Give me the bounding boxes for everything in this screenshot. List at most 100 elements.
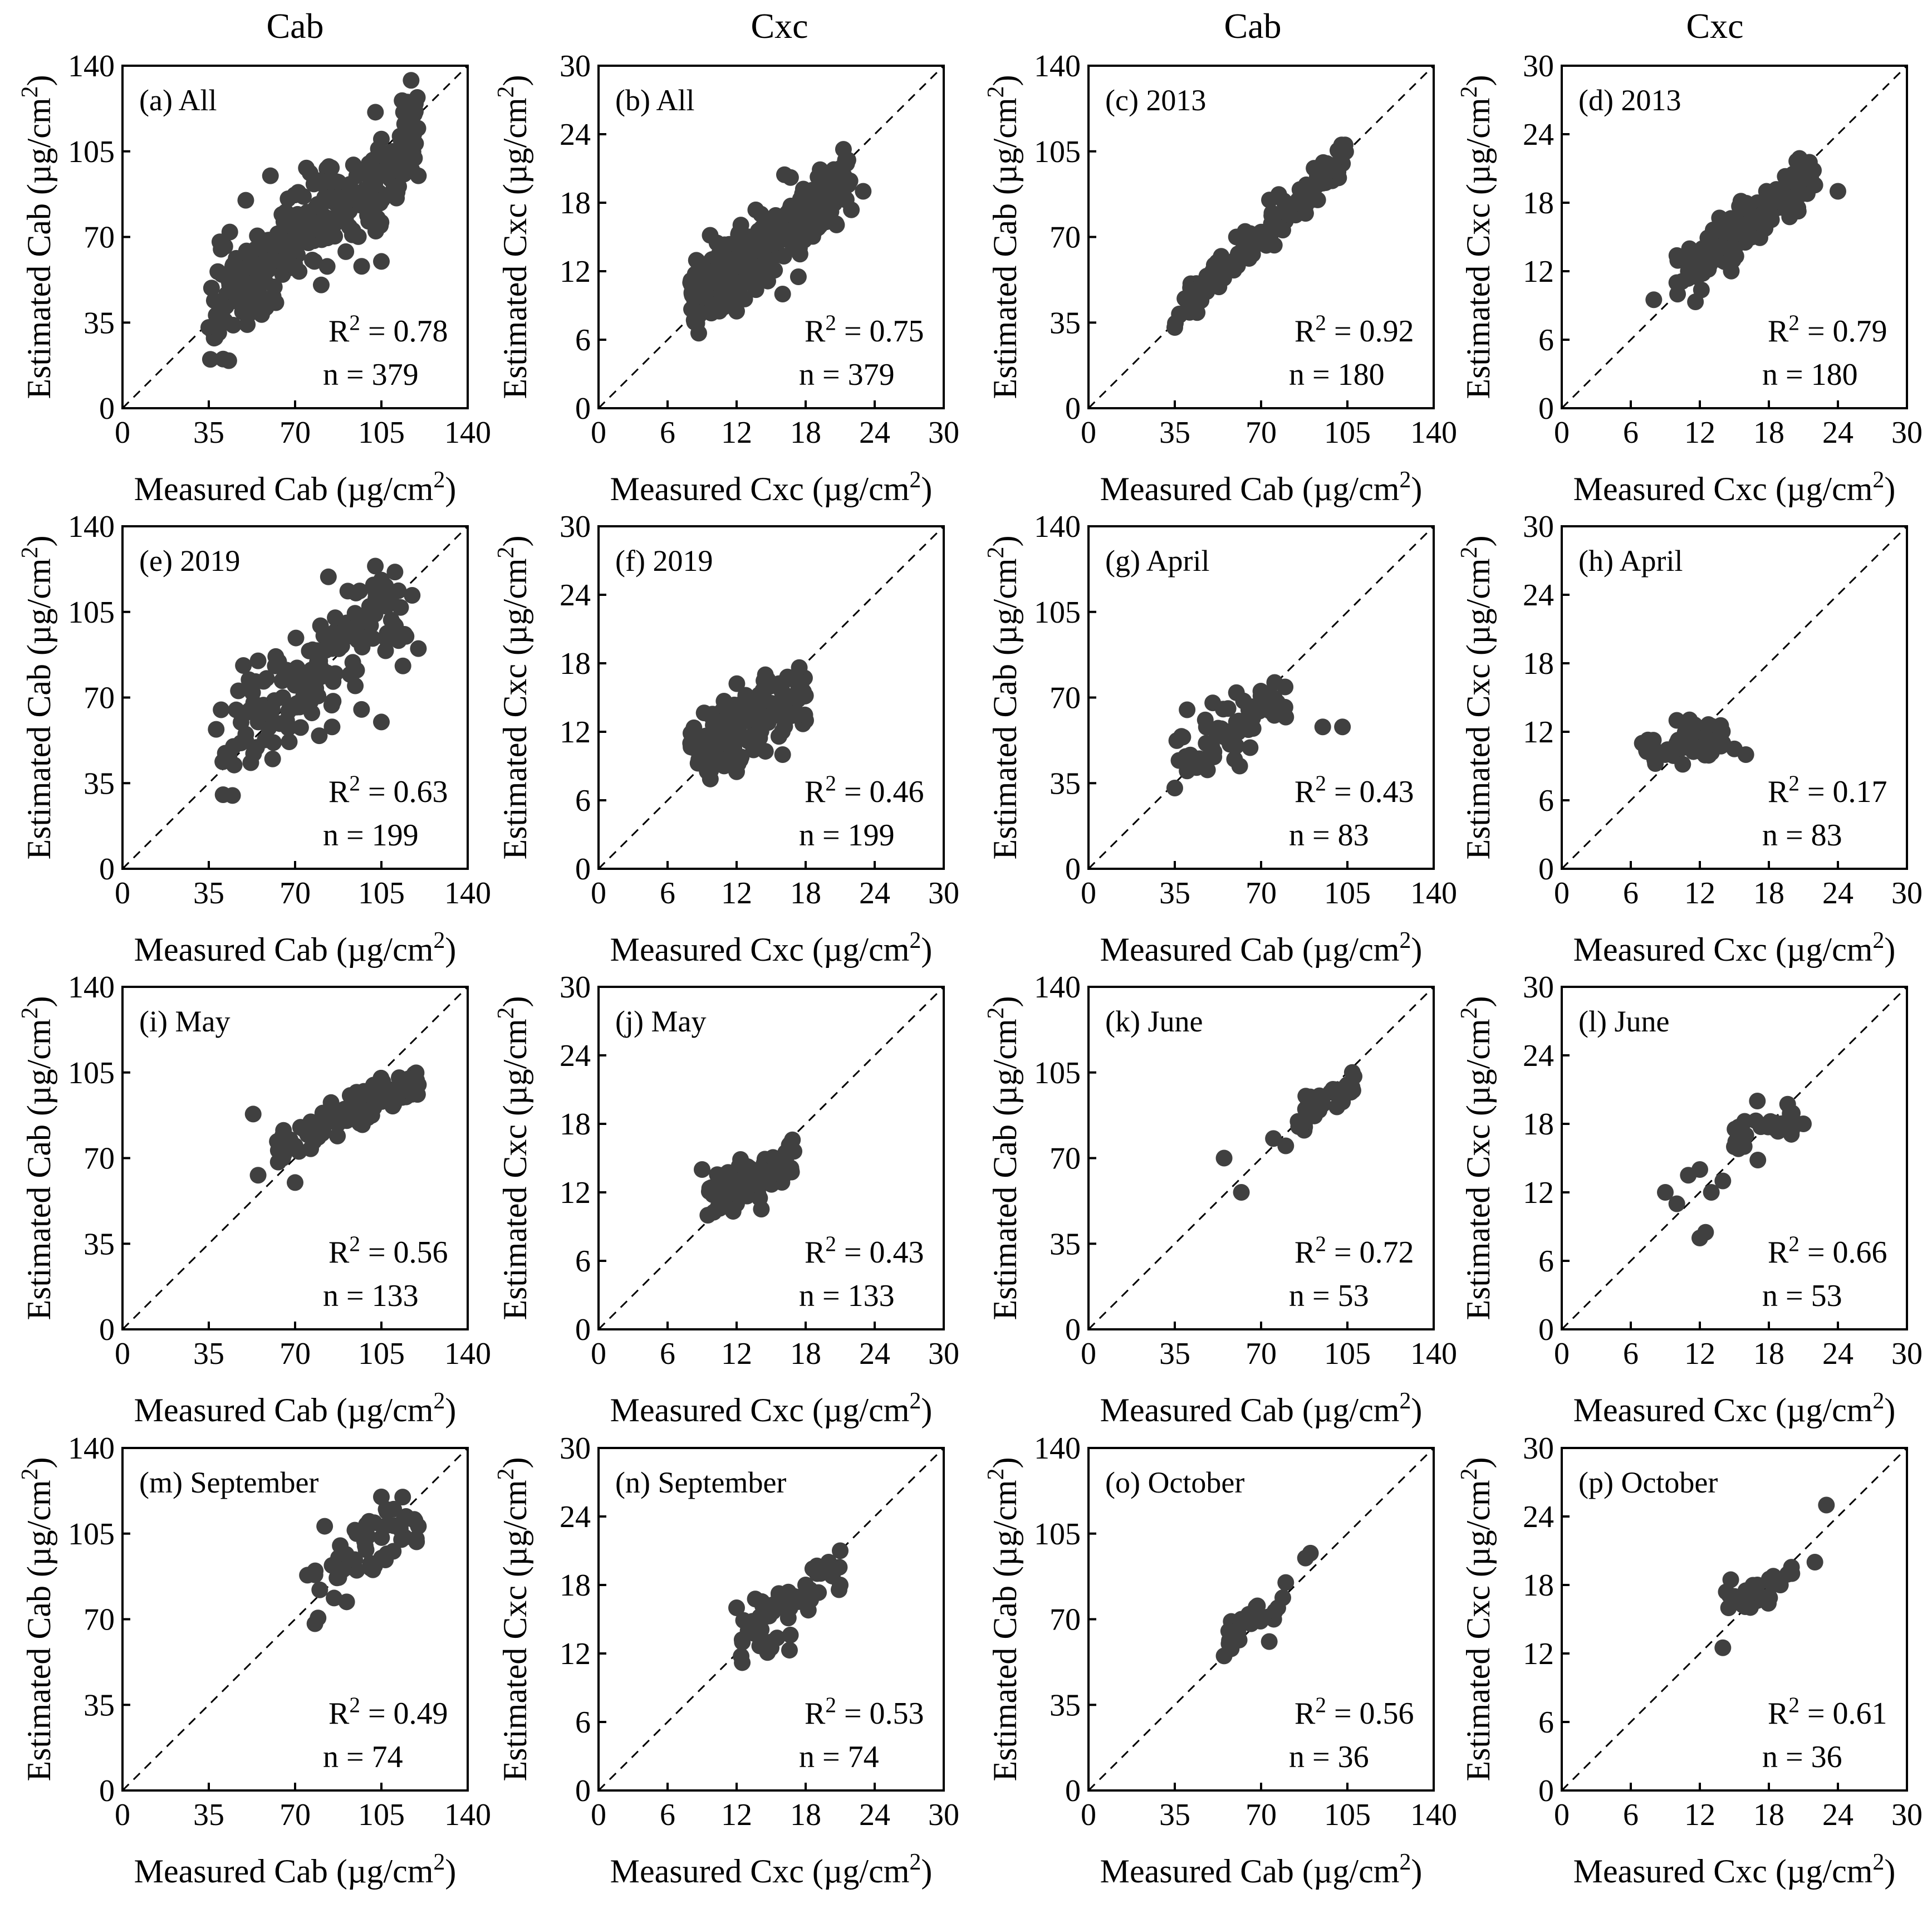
x-tick-label: 0	[1081, 1337, 1096, 1371]
data-point	[1260, 687, 1277, 704]
data-point	[267, 648, 285, 665]
data-point	[1673, 735, 1690, 752]
x-tick-label: 30	[928, 876, 959, 911]
y-tick-label: 105	[1034, 135, 1081, 169]
r-squared-label: R2 = 0.63	[328, 771, 448, 810]
data-point	[338, 1593, 355, 1611]
data-point	[379, 165, 396, 183]
plot-frame	[1561, 525, 1908, 870]
data-point	[812, 161, 829, 178]
data-point	[1700, 731, 1717, 748]
data-point	[1211, 258, 1228, 275]
data-point	[724, 280, 741, 297]
chart-panel-c-2013: 00 35 35 70 70 105 105 140 140 (c) 2013 R2 = 0.92 n…	[983, 49, 1457, 507]
data-point	[742, 268, 759, 286]
data-point	[766, 262, 783, 279]
data-point	[832, 175, 850, 192]
data-point	[326, 1589, 343, 1607]
y-tick-label: 105	[68, 1517, 115, 1552]
one-to-one-line	[121, 65, 469, 409]
data-point	[266, 278, 283, 296]
y-tick-label: 140	[1034, 970, 1081, 1005]
data-point	[1714, 222, 1731, 239]
data-point	[837, 151, 854, 169]
r-squared-label: R2 = 0.17	[1768, 771, 1887, 810]
data-point	[752, 1631, 769, 1648]
data-point	[253, 273, 270, 291]
data-point	[1659, 741, 1676, 759]
x-tick-label: 12	[721, 1337, 752, 1371]
data-point	[1261, 1633, 1278, 1650]
data-point	[1277, 1137, 1294, 1154]
one-to-one-line	[597, 65, 945, 409]
data-point	[1683, 725, 1700, 742]
x-tick-label: 105	[1324, 415, 1371, 450]
data-point	[816, 180, 833, 198]
y-axis-label: Estimated Cab (µg/cm2)	[17, 535, 57, 859]
y-tick-label: 0	[1538, 392, 1554, 426]
data-point	[1761, 1589, 1778, 1606]
y-tick-label: 30	[560, 510, 591, 544]
x-tick-label: 140	[444, 1337, 491, 1371]
data-point	[390, 582, 407, 599]
data-point	[1242, 1615, 1259, 1632]
data-point	[1181, 304, 1198, 321]
y-axis-label: Estimated Cab (µg/cm2)	[983, 996, 1023, 1320]
chart-panel-o-october: 00 35 35 70 70 105 105 140 140 (o) October R2 = 0.…	[983, 1431, 1457, 1890]
data-point	[1757, 220, 1774, 237]
column-title-3: Cab	[1224, 6, 1281, 46]
x-axis-label: Measured Cxc (µg/cm2)	[610, 1388, 933, 1428]
data-point	[214, 350, 232, 368]
x-axis-label: Measured Cxc (µg/cm2)	[610, 1850, 933, 1890]
data-point	[1818, 1496, 1835, 1514]
y-tick-label: 24	[560, 578, 591, 613]
y-axis-label: Estimated Cxc (µg/cm2)	[493, 1457, 533, 1781]
data-point	[225, 756, 243, 774]
data-point	[347, 605, 364, 623]
data-point	[287, 1174, 303, 1191]
data-point	[235, 657, 252, 674]
data-point	[328, 1569, 346, 1587]
data-point	[214, 786, 232, 803]
y-tick-label: 6	[1538, 784, 1554, 818]
x-tick-label: 105	[1324, 876, 1371, 911]
one-to-one-line	[1561, 65, 1908, 409]
chart-panel-e-2019: 00 35 35 70 70 105 105 140 140 (e) 2019 R2 = 0.63 n…	[17, 510, 491, 968]
data-point	[404, 123, 421, 140]
x-tick-label: 12	[1684, 415, 1715, 450]
data-point	[345, 156, 362, 174]
data-point	[773, 209, 791, 226]
data-point	[843, 201, 860, 218]
data-point	[795, 180, 812, 198]
panel-label: (e) 2019	[139, 544, 240, 578]
data-point	[774, 286, 791, 302]
data-point	[221, 223, 238, 241]
sample-size-label: n = 379	[323, 358, 419, 392]
y-tick-label: 12	[1523, 1176, 1554, 1210]
data-point	[216, 312, 233, 330]
data-point	[386, 564, 404, 581]
y-axis-label: Estimated Cab (µg/cm2)	[983, 535, 1023, 859]
data-point	[377, 1501, 395, 1518]
x-tick-label: 30	[1891, 1798, 1923, 1832]
y-tick-label: 140	[68, 970, 115, 1005]
plot-frame	[1561, 65, 1908, 409]
y-tick-label: 30	[1523, 49, 1554, 84]
data-point	[371, 194, 389, 212]
data-point	[283, 232, 301, 249]
data-point	[684, 739, 702, 756]
sample-size-label: n = 199	[323, 818, 419, 853]
y-tick-label: 70	[84, 1142, 115, 1176]
x-tick-label: 0	[1081, 876, 1096, 911]
x-tick-label: 0	[1554, 1798, 1570, 1832]
y-axis-label: Estimated Cab (µg/cm2)	[17, 996, 57, 1320]
y-tick-label: 0	[575, 1313, 591, 1347]
data-point	[800, 218, 817, 235]
data-point	[1179, 701, 1196, 718]
data-point	[393, 1075, 410, 1093]
data-point	[779, 1609, 797, 1627]
data-point	[1805, 162, 1822, 179]
data-point	[1233, 1184, 1250, 1201]
data-point	[394, 144, 411, 161]
data-point	[403, 72, 420, 89]
